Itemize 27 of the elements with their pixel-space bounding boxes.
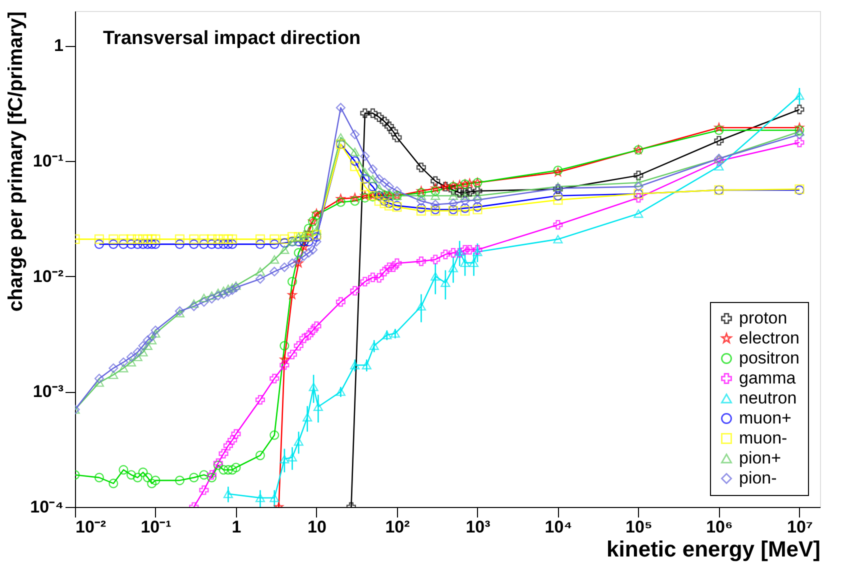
- y-tick-label: 1: [54, 36, 64, 56]
- legend-label: muon-: [739, 428, 788, 448]
- legend-label: positron: [739, 348, 800, 368]
- x-tick-label: 1: [232, 518, 242, 536]
- x-tick-label: 10²: [385, 518, 410, 536]
- x-tick-label: 10⁶: [706, 518, 733, 536]
- x-tick-label: 10⁵: [626, 518, 652, 536]
- legend-label: electron: [739, 328, 800, 348]
- x-tick-label: 10⁴: [544, 518, 572, 536]
- y-tick-label: 10⁻¹: [32, 152, 64, 171]
- x-tick-label: 10⁻¹: [140, 518, 172, 536]
- y-tick-label: 10⁻³: [32, 382, 64, 402]
- legend-label: pion+: [739, 448, 782, 468]
- legend-label: proton: [739, 308, 788, 328]
- x-tick-label: 10⁻²: [76, 518, 106, 536]
- y-tick-label: 10⁻⁴: [30, 498, 64, 516]
- x-tick-label: 10: [308, 518, 326, 536]
- x-tick-label: 10⁷: [786, 518, 813, 536]
- legend-label: gamma: [739, 368, 796, 388]
- legend-label: neutron: [739, 388, 797, 408]
- y-axis-title: charge per primary [fC/primary]: [5, 12, 28, 312]
- legend-label: pion-: [739, 468, 777, 488]
- annotation: Transversal impact direction: [103, 28, 361, 49]
- x-tick-label: 10³: [466, 518, 491, 536]
- legend-label: muon+: [739, 408, 792, 428]
- x-axis-title: kinetic energy [MeV]: [606, 536, 820, 562]
- y-tick-label: 10⁻²: [32, 266, 64, 286]
